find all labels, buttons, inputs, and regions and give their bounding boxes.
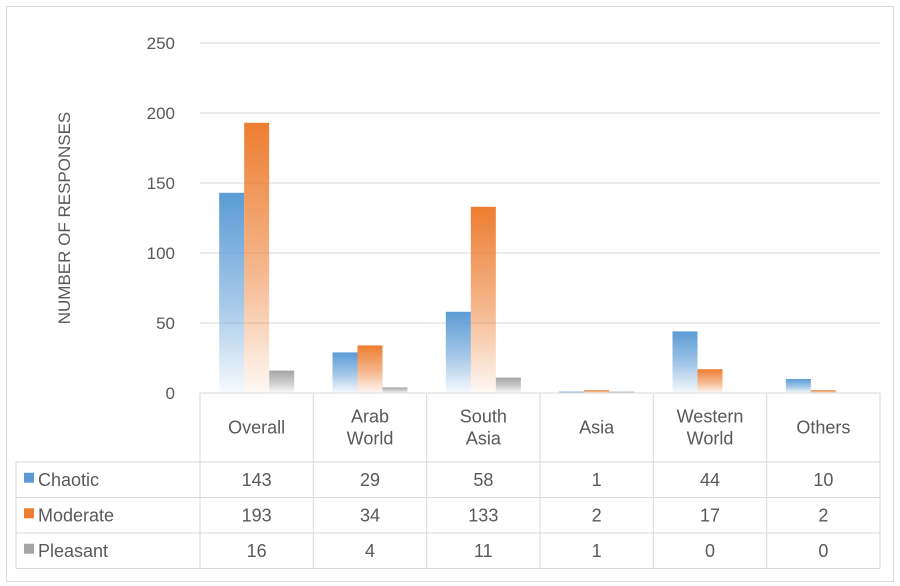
bar-moderate	[470, 206, 496, 393]
bars	[219, 122, 836, 394]
category-label: World	[687, 429, 734, 449]
legend-swatch-chaotic	[24, 472, 34, 483]
data-label: 2	[818, 505, 828, 525]
bar-chaotic	[445, 311, 471, 393]
bar-moderate	[697, 369, 723, 393]
bar-chaotic	[559, 391, 585, 393]
data-label: 4	[365, 541, 375, 561]
data-label: 2	[592, 505, 602, 525]
data-table: OverallArabWorldSouthAsiaAsiaWesternWorl…	[15, 392, 881, 569]
data-label: 0	[818, 541, 828, 561]
y-tick-label: 100	[147, 244, 175, 263]
data-label: 16	[247, 541, 267, 561]
bar-moderate	[584, 390, 610, 393]
y-tick-label: 50	[156, 314, 175, 333]
category-label: Arab	[351, 407, 389, 427]
legend-label: Chaotic	[38, 470, 99, 490]
y-tick-labels: 0 50 100 150 200 250	[147, 34, 175, 403]
legend-label: Moderate	[38, 505, 114, 525]
category-label: Others	[796, 418, 850, 438]
legend-label: Pleasant	[38, 541, 108, 561]
legend-swatch-moderate	[24, 508, 34, 519]
bar-moderate	[357, 345, 383, 393]
y-tick-label: 150	[147, 174, 175, 193]
bar-chaotic	[219, 192, 245, 393]
bar-chaotic	[785, 379, 811, 393]
bar-pleasant	[609, 391, 635, 393]
data-label: 1	[592, 541, 602, 561]
gridlines	[200, 42, 880, 324]
bar-moderate	[244, 122, 270, 394]
y-tick-label: 200	[147, 104, 175, 123]
category-label: Overall	[228, 418, 285, 438]
chart-frame	[6, 6, 894, 582]
y-tick-label: 0	[166, 384, 175, 403]
bar-moderate	[810, 390, 836, 393]
data-label: 1	[592, 470, 602, 490]
bar-pleasant	[495, 377, 521, 393]
data-label: 58	[473, 470, 493, 490]
data-label: 34	[360, 505, 380, 525]
legend-swatch-pleasant	[24, 543, 34, 554]
data-label: 44	[700, 470, 720, 490]
category-label: Western	[677, 407, 744, 427]
data-label: 29	[360, 470, 380, 490]
bar-chaotic	[672, 331, 698, 393]
data-label: 133	[468, 505, 498, 525]
y-axis-label: NUMBER OF RESPONSES	[55, 112, 74, 325]
category-label: Asia	[579, 418, 615, 438]
category-label: World	[347, 429, 394, 449]
bar-pleasant	[269, 370, 295, 393]
bar-chaotic	[332, 352, 358, 393]
data-label: 193	[242, 505, 272, 525]
data-label: 10	[813, 470, 833, 490]
bar-pleasant	[382, 387, 408, 393]
data-label: 0	[705, 541, 715, 561]
category-label: Asia	[466, 429, 502, 449]
data-label: 143	[242, 470, 272, 490]
data-label: 17	[700, 505, 720, 525]
category-label: South	[460, 407, 507, 427]
y-tick-label: 250	[147, 34, 175, 53]
data-label: 11	[474, 541, 493, 561]
